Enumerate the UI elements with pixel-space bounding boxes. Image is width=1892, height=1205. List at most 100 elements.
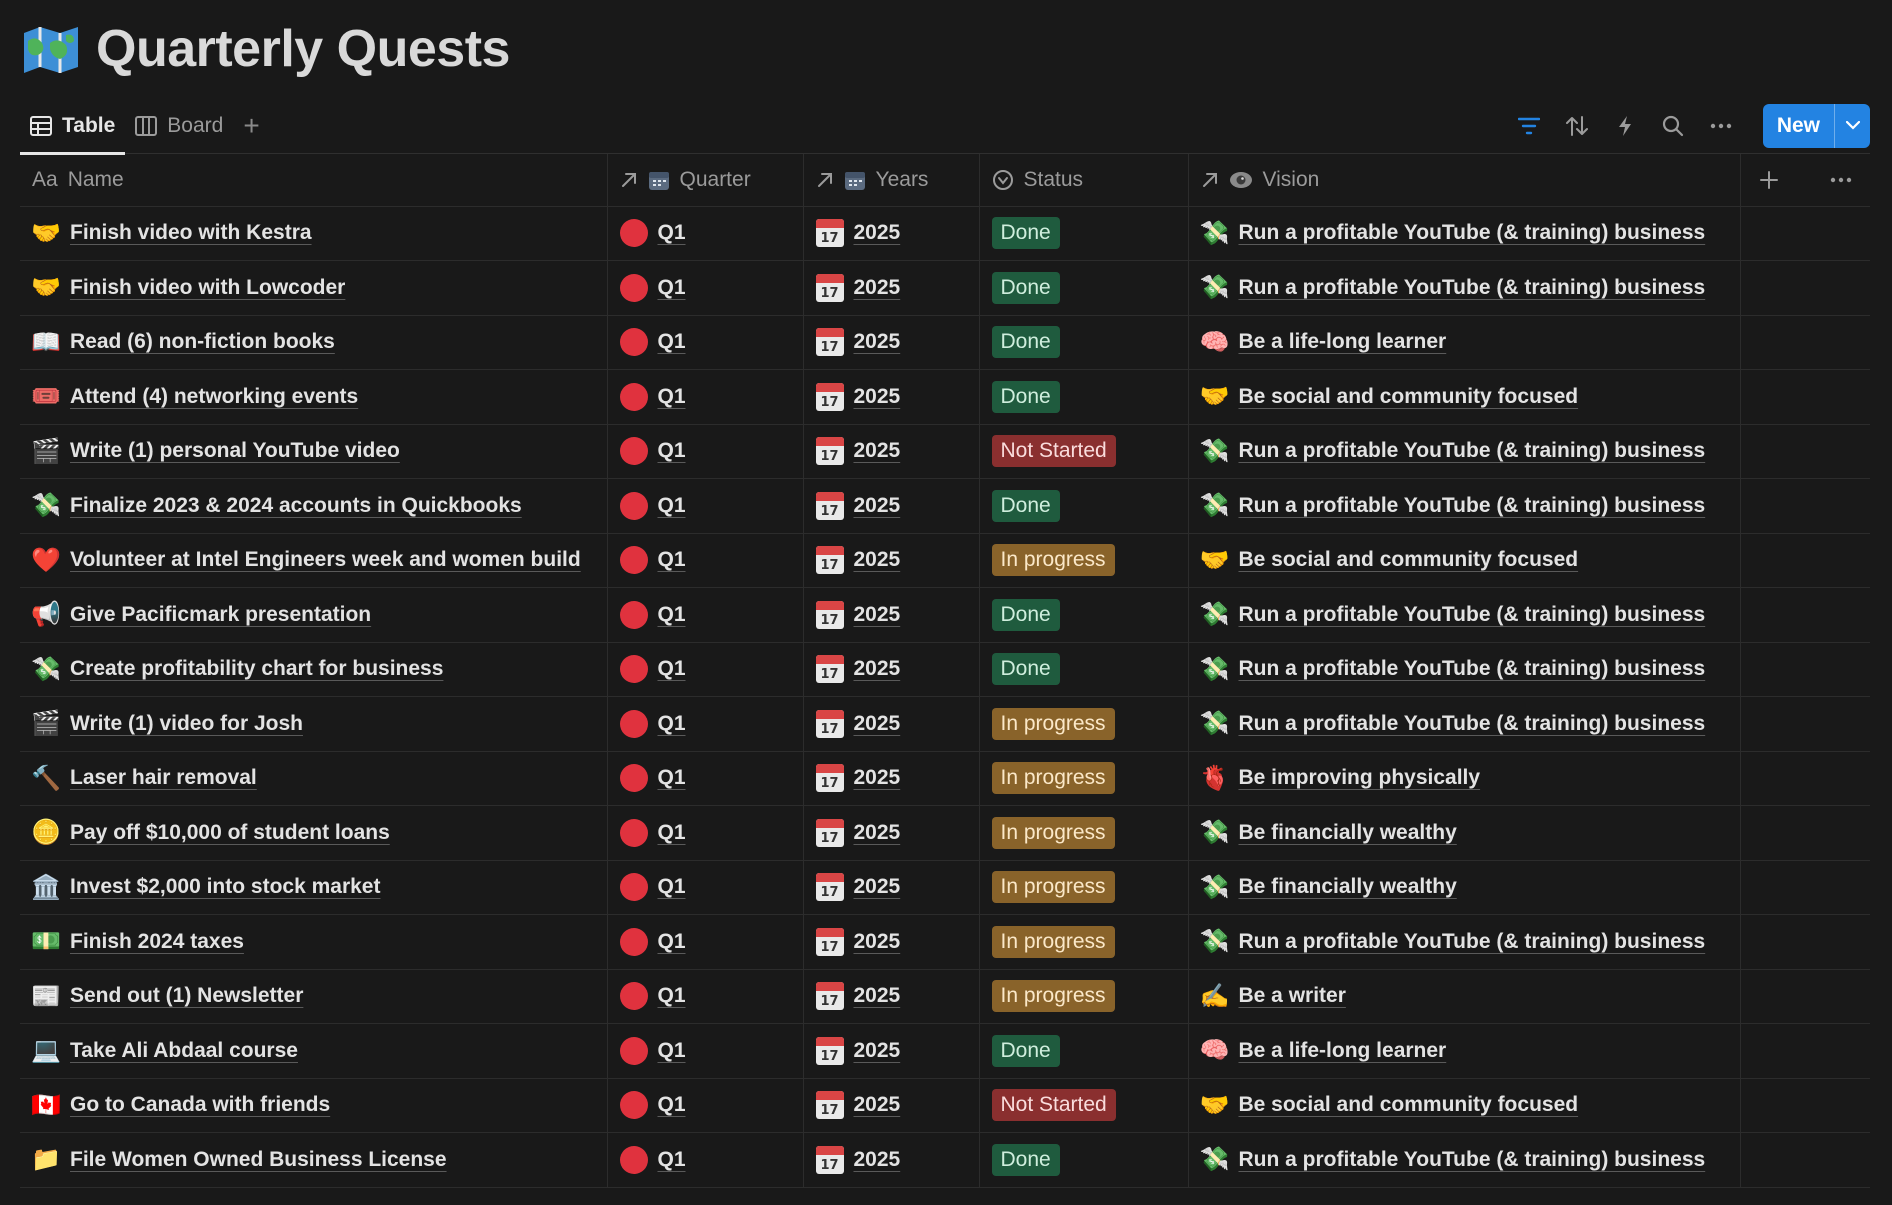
name-cell[interactable]: 🎬 Write (1) personal YouTube video [20, 424, 608, 479]
row-year[interactable]: 2025 [853, 820, 901, 844]
years-cell[interactable]: 17 2025 [803, 696, 980, 752]
row-vision[interactable]: Run a profitable YouTube (& training) bu… [1238, 275, 1706, 299]
row-quarter[interactable]: Q1 [657, 548, 686, 572]
vision-cell[interactable]: 🫀 Be improving physically [1188, 751, 1741, 806]
status-cell[interactable]: Done [979, 260, 1189, 316]
new-button[interactable]: New [1762, 103, 1870, 148]
row-vision[interactable]: Be social and community focused [1238, 548, 1579, 572]
table-row[interactable]: 🪙 Pay off $10,000 of student loans Q1 17… [20, 805, 1870, 861]
row-quarter[interactable]: Q1 [657, 439, 686, 463]
name-cell[interactable]: 📖 Read (6) non-fiction books [20, 315, 608, 370]
quarter-cell[interactable]: Q1 [607, 206, 804, 261]
table-row[interactable]: 🔨 Laser hair removal Q1 17 2025 In progr… [20, 751, 1870, 806]
chevron-down-icon[interactable] [1834, 103, 1870, 148]
status-cell[interactable]: In progress [979, 969, 1189, 1024]
years-cell[interactable]: 17 2025 [803, 1078, 980, 1133]
vision-cell[interactable]: 🤝 Be social and community focused [1188, 533, 1741, 588]
table-row[interactable]: 🎟️ Attend (4) networking events Q1 17 20… [20, 369, 1870, 425]
row-name[interactable]: Take Ali Abdaal course [70, 1038, 298, 1062]
status-cell[interactable]: Done [979, 369, 1189, 425]
years-cell[interactable]: 17 2025 [803, 751, 980, 806]
empty-cell[interactable] [1740, 424, 1870, 479]
vision-cell[interactable]: 🤝 Be social and community focused [1188, 369, 1741, 425]
row-vision[interactable]: Be financially wealthy [1238, 875, 1457, 899]
quarter-cell[interactable]: Q1 [607, 533, 804, 588]
automation-bolt-icon[interactable] [1601, 104, 1649, 148]
row-name[interactable]: Invest $2,000 into stock market [70, 875, 381, 899]
row-quarter[interactable]: Q1 [657, 330, 686, 354]
row-name[interactable]: Finish video with Kestra [70, 221, 312, 245]
vision-cell[interactable]: 💸 Run a profitable YouTube (& training) … [1188, 642, 1741, 697]
empty-cell[interactable] [1740, 206, 1870, 261]
row-year[interactable]: 2025 [853, 221, 901, 245]
quarter-cell[interactable]: Q1 [607, 369, 804, 425]
row-name[interactable]: Volunteer at Intel Engineers week and wo… [70, 548, 581, 572]
row-vision[interactable]: Be social and community focused [1238, 1093, 1579, 1117]
empty-cell[interactable] [1740, 914, 1870, 970]
row-year[interactable]: 2025 [853, 330, 901, 354]
row-year[interactable]: 2025 [853, 875, 901, 899]
row-vision[interactable]: Run a profitable YouTube (& training) bu… [1238, 657, 1706, 681]
row-vision[interactable]: Run a profitable YouTube (& training) bu… [1238, 1147, 1706, 1171]
row-quarter[interactable]: Q1 [657, 875, 686, 899]
table-row[interactable]: 📖 Read (6) non-fiction books Q1 17 2025 … [20, 315, 1870, 370]
row-vision[interactable]: Run a profitable YouTube (& training) bu… [1238, 439, 1706, 463]
vision-cell[interactable]: 💸 Run a profitable YouTube (& training) … [1188, 1132, 1741, 1188]
quarter-cell[interactable]: Q1 [607, 587, 804, 643]
table-row[interactable]: 🤝 Finish video with Kestra Q1 17 2025 Do… [20, 206, 1870, 261]
quarter-cell[interactable]: Q1 [607, 1132, 804, 1188]
add-property-icon[interactable] [1759, 170, 1779, 190]
row-quarter[interactable]: Q1 [657, 493, 686, 517]
table-row[interactable]: 🏛️ Invest $2,000 into stock market Q1 17… [20, 860, 1870, 915]
row-name[interactable]: Write (1) personal YouTube video [70, 439, 400, 463]
vision-cell[interactable]: 🧠 Be a life-long learner [1188, 315, 1741, 370]
column-header-status[interactable]: Status [979, 154, 1189, 207]
empty-cell[interactable] [1740, 1078, 1870, 1133]
row-name[interactable]: Finish video with Lowcoder [70, 275, 346, 299]
name-cell[interactable]: 🎟️ Attend (4) networking events [20, 369, 608, 425]
row-name[interactable]: Pay off $10,000 of student loans [70, 820, 390, 844]
table-row[interactable]: 📢 Give Pacificmark presentation Q1 17 20… [20, 587, 1870, 643]
row-quarter[interactable]: Q1 [657, 275, 686, 299]
row-name[interactable]: File Women Owned Business License [70, 1147, 447, 1171]
status-cell[interactable]: Done [979, 587, 1189, 643]
row-year[interactable]: 2025 [853, 657, 901, 681]
vision-cell[interactable]: 💸 Run a profitable YouTube (& training) … [1188, 478, 1741, 534]
years-cell[interactable]: 17 2025 [803, 369, 980, 425]
row-quarter[interactable]: Q1 [657, 1038, 686, 1062]
vision-cell[interactable]: 🧠 Be a life-long learner [1188, 1023, 1741, 1079]
table-row[interactable]: 🎬 Write (1) personal YouTube video Q1 17… [20, 424, 1870, 479]
years-cell[interactable]: 17 2025 [803, 315, 980, 370]
vision-cell[interactable]: 💸 Run a profitable YouTube (& training) … [1188, 914, 1741, 970]
table-row[interactable]: 💸 Finalize 2023 & 2024 accounts in Quick… [20, 478, 1870, 534]
row-quarter[interactable]: Q1 [657, 1147, 686, 1171]
quarter-cell[interactable]: Q1 [607, 860, 804, 915]
row-year[interactable]: 2025 [853, 1093, 901, 1117]
row-year[interactable]: 2025 [853, 493, 901, 517]
vision-cell[interactable]: 💸 Be financially wealthy [1188, 805, 1741, 861]
empty-cell[interactable] [1740, 260, 1870, 316]
row-quarter[interactable]: Q1 [657, 984, 686, 1008]
name-cell[interactable]: 🇨🇦 Go to Canada with friends [20, 1078, 608, 1133]
row-year[interactable]: 2025 [853, 1147, 901, 1171]
years-cell[interactable]: 17 2025 [803, 969, 980, 1024]
row-name[interactable]: Send out (1) Newsletter [70, 984, 304, 1008]
quarter-cell[interactable]: Q1 [607, 424, 804, 479]
name-cell[interactable]: 🤝 Finish video with Lowcoder [20, 260, 608, 316]
row-name[interactable]: Read (6) non-fiction books [70, 330, 335, 354]
row-quarter[interactable]: Q1 [657, 657, 686, 681]
vision-cell[interactable]: 💸 Run a profitable YouTube (& training) … [1188, 424, 1741, 479]
row-quarter[interactable]: Q1 [657, 820, 686, 844]
status-cell[interactable]: In progress [979, 696, 1189, 752]
years-cell[interactable]: 17 2025 [803, 642, 980, 697]
row-year[interactable]: 2025 [853, 548, 901, 572]
empty-cell[interactable] [1740, 969, 1870, 1024]
name-cell[interactable]: 🤝 Finish video with Kestra [20, 206, 608, 261]
vision-cell[interactable]: 💸 Run a profitable YouTube (& training) … [1188, 260, 1741, 316]
empty-cell[interactable] [1740, 751, 1870, 806]
table-row[interactable]: 🎬 Write (1) video for Josh Q1 17 2025 In… [20, 696, 1870, 752]
status-cell[interactable]: Done [979, 1023, 1189, 1079]
tab-table[interactable]: Table [20, 98, 126, 155]
row-quarter[interactable]: Q1 [657, 929, 686, 953]
row-name[interactable]: Write (1) video for Josh [70, 711, 303, 735]
